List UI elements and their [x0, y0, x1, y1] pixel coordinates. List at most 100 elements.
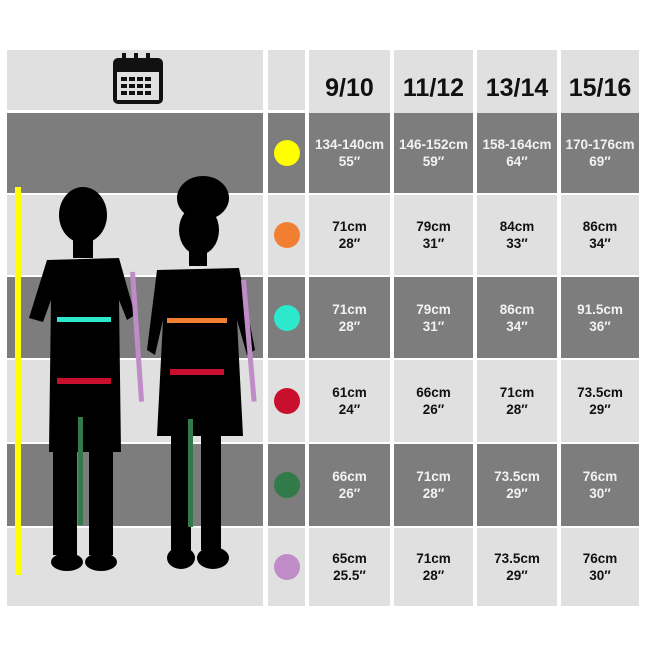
measurement-cell: 84cm 33″ — [477, 195, 557, 275]
waist-line-boy — [57, 378, 111, 384]
inch-value: 55″ — [338, 154, 361, 169]
measurement-cell: 170-176cm 69″ — [561, 113, 639, 193]
inch-value: 28″ — [422, 568, 445, 583]
cm-value: 76cm — [582, 469, 618, 484]
cm-value: 73.5cm — [494, 551, 540, 566]
measurement-cell: 71cm 28″ — [309, 195, 390, 275]
measurement-cell: 76cm 30″ — [561, 528, 639, 606]
inch-value: 64″ — [506, 154, 528, 169]
inch-value: 29″ — [589, 402, 611, 417]
cm-value: 84cm — [499, 219, 535, 234]
swatch-cell — [268, 444, 305, 526]
cm-value: 170-176cm — [565, 137, 635, 152]
inch-value: 26″ — [422, 402, 445, 417]
swatch-cell — [268, 528, 305, 606]
color-dot-icon — [273, 304, 300, 331]
inch-value: 28″ — [338, 236, 361, 251]
height-line — [15, 187, 21, 575]
measurement-cell: 71cm 28″ — [309, 277, 390, 358]
inch-value: 31″ — [422, 318, 445, 334]
cm-value: 91.5cm — [577, 301, 623, 317]
cm-value: 66cm — [332, 469, 367, 484]
measurement-cell: 71cm 28″ — [394, 444, 473, 526]
measurement-cell: 73.5cm 29″ — [477, 444, 557, 526]
measurement-cell: 76cm 30″ — [561, 444, 639, 526]
color-dot-icon — [273, 222, 300, 248]
chest-line-boy — [57, 317, 111, 322]
color-dot-icon — [273, 554, 300, 580]
measurement-cell: 71cm 28″ — [477, 360, 557, 442]
size-label: 11/12 — [402, 73, 465, 102]
cm-value: 71cm — [416, 551, 451, 566]
cm-value: 71cm — [332, 301, 367, 317]
cm-value: 134-140cm — [314, 137, 385, 152]
measurement-cell: 146-152cm 59″ — [394, 113, 473, 193]
measurement-cell: 71cm 28″ — [394, 528, 473, 606]
swatch-cell — [268, 113, 305, 193]
measurement-cell: 61cm 24″ — [309, 360, 390, 442]
girl-silhouette — [147, 176, 255, 569]
inch-value: 33″ — [506, 236, 528, 251]
inch-value: 30″ — [589, 486, 611, 501]
measurement-cell: 86cm 34″ — [561, 195, 639, 275]
size-header: 9/10 — [309, 50, 390, 118]
measurement-cell: 158-164cm 64″ — [477, 113, 557, 193]
measurement-cell: 73.5cm 29″ — [561, 360, 639, 442]
inch-value: 34″ — [589, 236, 611, 251]
sleeve-line-boy — [130, 271, 145, 402]
cm-value: 86cm — [582, 219, 618, 234]
cm-value: 71cm — [416, 469, 451, 484]
inch-value: 25.5″ — [333, 568, 366, 583]
cm-value: 146-152cm — [398, 137, 469, 152]
size-label: 9/10 — [325, 73, 374, 102]
inch-value: 29″ — [506, 486, 528, 501]
measurement-cell: 79cm 31″ — [394, 195, 473, 275]
inch-value: 29″ — [506, 568, 528, 583]
size-header: 11/12 — [394, 50, 473, 118]
cm-value: 61cm — [332, 385, 367, 400]
swatch-cell — [268, 277, 305, 358]
measurement-cell: 66cm 26″ — [394, 360, 473, 442]
cm-value: 73.5cm — [494, 469, 540, 484]
header-blank — [268, 50, 305, 110]
calendar-icon — [113, 53, 163, 104]
swatch-cell — [268, 195, 305, 275]
inch-value: 28″ — [506, 402, 528, 417]
size-header: 15/16 — [561, 50, 639, 118]
size-label: 15/16 — [568, 73, 632, 102]
cm-value: 66cm — [416, 385, 451, 400]
cm-value: 79cm — [416, 301, 451, 317]
measurement-cell: 134-140cm 55″ — [309, 113, 390, 193]
cm-value: 71cm — [499, 385, 535, 400]
cm-value: 76cm — [582, 551, 618, 566]
inseam-line-boy — [78, 417, 83, 525]
cm-value: 158-164cm — [482, 137, 552, 152]
color-dot-icon — [273, 388, 300, 414]
measurement-cell: 86cm 34″ — [477, 277, 557, 358]
measurement-cell: 73.5cm 29″ — [477, 528, 557, 606]
inseam-line-girl — [188, 419, 193, 527]
measurement-cell: 91.5cm 36″ — [561, 277, 639, 358]
measurement-cell: 79cm 31″ — [394, 277, 473, 358]
inch-value: 69″ — [589, 154, 611, 169]
illustration-panel — [7, 50, 263, 606]
waist-line-girl — [170, 369, 224, 375]
size-label: 13/14 — [485, 73, 549, 102]
inch-value: 28″ — [422, 486, 445, 501]
inch-value: 28″ — [338, 318, 361, 334]
sleeve-line-girl — [241, 279, 257, 402]
cm-value: 79cm — [416, 219, 451, 234]
size-header: 13/14 — [477, 50, 557, 118]
inch-value: 26″ — [338, 486, 361, 501]
inch-value: 31″ — [422, 236, 445, 251]
color-dot-icon — [273, 140, 300, 166]
inch-value: 59″ — [422, 154, 445, 169]
inch-value: 30″ — [589, 568, 611, 583]
inch-value: 36″ — [589, 318, 611, 334]
inch-value: 24″ — [338, 402, 361, 417]
inch-value: 34″ — [506, 318, 528, 334]
color-dot-icon — [273, 472, 300, 498]
swatch-cell — [268, 360, 305, 442]
cm-value: 71cm — [332, 219, 367, 234]
measurement-cell: 66cm 26″ — [309, 444, 390, 526]
